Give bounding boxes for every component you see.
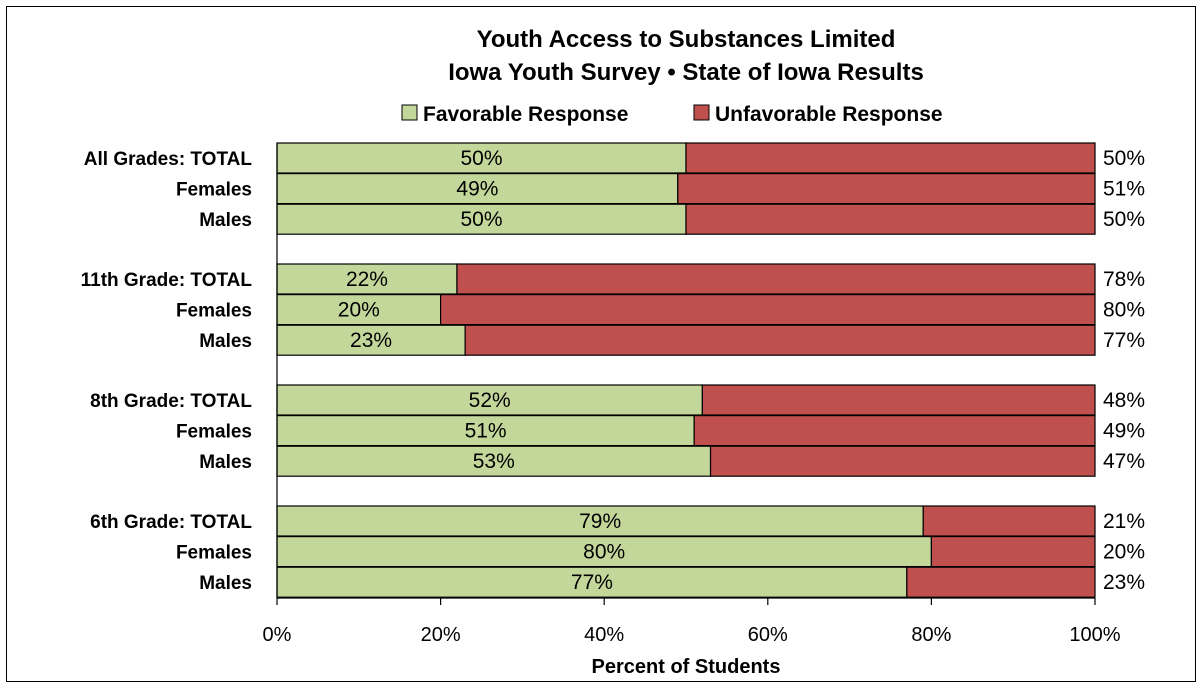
data-label-unfavorable: 48% <box>1103 389 1145 412</box>
legend-label-favorable: Favorable Response <box>423 103 628 126</box>
x-tick-label: 80% <box>911 624 951 646</box>
bar-favorable <box>276 535 933 568</box>
category-label: Females <box>176 301 252 322</box>
data-label-unfavorable: 47% <box>1103 450 1145 473</box>
bar-unfavorable <box>685 203 1096 235</box>
bar-favorable <box>276 173 679 205</box>
legend-swatch-favorable <box>401 104 418 121</box>
data-label-unfavorable: 21% <box>1103 510 1145 533</box>
data-label-favorable: 50% <box>460 208 502 231</box>
bar-unfavorable <box>922 505 1096 537</box>
bar-unfavorable <box>709 445 1096 477</box>
x-tick-label: 60% <box>748 624 788 646</box>
data-label-favorable: 79% <box>579 510 621 533</box>
data-label-favorable: 23% <box>350 329 392 352</box>
chart-title: Youth Access to Substances Limited <box>477 26 896 53</box>
bar-unfavorable <box>440 294 1096 326</box>
legend-label-unfavorable: Unfavorable Response <box>715 103 943 126</box>
data-label-unfavorable: 50% <box>1103 208 1145 231</box>
data-label-unfavorable: 50% <box>1103 147 1145 170</box>
plot-area: All Grades: TOTAL 50% 50% Females 49% 51% Male… <box>81 142 1145 646</box>
chart-subtitle: Iowa Youth Survey • State of Iowa Result… <box>448 59 924 86</box>
category-label: 8th Grade: TOTAL <box>90 391 252 412</box>
data-label-favorable: 80% <box>583 541 625 564</box>
x-tick-label: 100% <box>1069 624 1120 646</box>
bar-unfavorable <box>701 384 1096 416</box>
bar-unfavorable <box>464 324 1096 356</box>
data-label-unfavorable: 78% <box>1103 268 1145 291</box>
data-label-favorable: 22% <box>346 268 388 291</box>
bar-unfavorable <box>685 142 1096 174</box>
category-label: Males <box>199 452 252 473</box>
x-tick-label: 0% <box>263 624 292 646</box>
data-label-favorable: 52% <box>469 389 511 412</box>
x-axis-title: Percent of Students <box>592 656 781 678</box>
data-label-unfavorable: 77% <box>1103 329 1145 352</box>
bar-favorable <box>276 142 687 174</box>
bar-unfavorable <box>930 535 1096 568</box>
x-tick-label: 40% <box>584 624 624 646</box>
data-label-favorable: 77% <box>571 571 613 594</box>
category-label: 6th Grade: TOTAL <box>90 512 252 533</box>
category-label: Females <box>176 422 252 443</box>
x-tick-label: 20% <box>421 624 461 646</box>
data-label-favorable: 49% <box>456 178 498 201</box>
category-label: 11th Grade: TOTAL <box>81 270 253 291</box>
data-label-favorable: 20% <box>338 299 380 322</box>
bar-favorable <box>276 324 466 356</box>
data-label-unfavorable: 51% <box>1103 178 1145 201</box>
bar-favorable <box>276 566 908 598</box>
category-label: Females <box>176 180 252 201</box>
data-label-favorable: 51% <box>465 420 507 443</box>
data-label-unfavorable: 49% <box>1103 420 1145 443</box>
bar-unfavorable <box>456 263 1096 295</box>
data-label-favorable: 53% <box>473 450 515 473</box>
category-label: All Grades: TOTAL <box>84 149 253 170</box>
category-label: Males <box>199 573 252 594</box>
bar-unfavorable <box>677 173 1096 205</box>
bar-favorable <box>276 263 458 295</box>
data-label-unfavorable: 80% <box>1103 299 1145 322</box>
data-label-unfavorable: 20% <box>1103 541 1145 564</box>
bar-unfavorable <box>906 566 1096 598</box>
legend-swatch-unfavorable <box>693 104 710 121</box>
bar-favorable <box>276 445 712 477</box>
category-label: Males <box>199 331 252 352</box>
data-label-favorable: 50% <box>460 147 502 170</box>
bar-unfavorable <box>693 415 1096 447</box>
category-label: Males <box>199 210 252 231</box>
data-label-unfavorable: 23% <box>1103 571 1145 594</box>
legend: Favorable Response Unfavorable Response <box>401 103 943 126</box>
category-label: Females <box>176 543 252 564</box>
